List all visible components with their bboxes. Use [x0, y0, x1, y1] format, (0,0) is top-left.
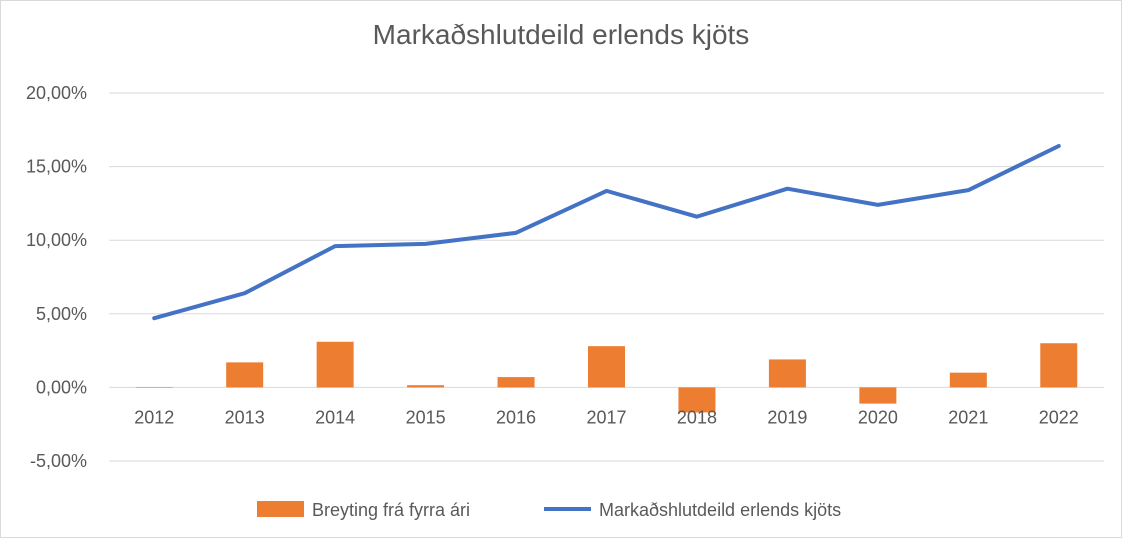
- x-tick-label: 2013: [225, 407, 265, 427]
- bar: [678, 387, 716, 413]
- y-tick-label: 10,00%: [26, 230, 87, 250]
- y-tick-label: 5,00%: [36, 304, 87, 324]
- x-tick-label: 2021: [948, 407, 988, 427]
- bar: [859, 387, 897, 404]
- y-tick-label: 15,00%: [26, 157, 87, 177]
- x-tick-label: 2012: [134, 407, 174, 427]
- y-tick-label: 0,00%: [36, 377, 87, 397]
- bar: [497, 377, 535, 388]
- bar: [226, 362, 264, 388]
- x-tick-label: 2017: [586, 407, 626, 427]
- series-line: [152, 143, 1061, 321]
- x-tick-label: 2015: [406, 407, 446, 427]
- bar: [768, 359, 806, 388]
- x-tick-label: 2014: [315, 407, 355, 427]
- x-tick-label: 2016: [496, 407, 536, 427]
- y-tick-label: 20,00%: [26, 83, 87, 103]
- x-tick-label: 2019: [767, 407, 807, 427]
- legend-label-line: Markaðshlutdeild erlends kjöts: [599, 500, 841, 520]
- bar: [1040, 343, 1078, 388]
- bar: [316, 341, 354, 388]
- y-tick-label: -5,00%: [30, 451, 87, 471]
- bar: [588, 346, 625, 388]
- x-tick-label: 2018: [677, 407, 717, 427]
- legend-swatch-bar: [257, 501, 304, 517]
- bar: [135, 387, 173, 388]
- x-tick-label: 2020: [858, 407, 898, 427]
- bar: [949, 372, 987, 388]
- legend-label-bar: Breyting frá fyrra ári: [312, 500, 470, 520]
- bar: [407, 385, 445, 388]
- chart-title: Markaðshlutdeild erlends kjöts: [372, 19, 750, 50]
- x-tick-label: 2022: [1039, 407, 1079, 427]
